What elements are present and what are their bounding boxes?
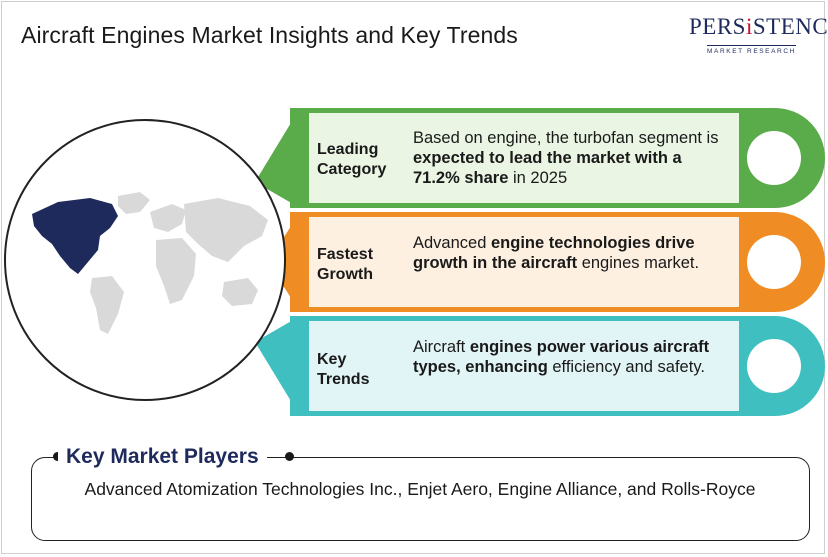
category-label-leading: Leading Category xyxy=(317,141,387,178)
band-fastest-growth xyxy=(268,212,825,312)
band-leading-category xyxy=(255,108,825,208)
band-key-trends xyxy=(255,316,825,416)
band-orange-circle xyxy=(747,235,801,289)
logo-subtitle: MARKET RESEARCH xyxy=(707,45,796,55)
players-box xyxy=(31,457,810,541)
band-teal-panel xyxy=(309,321,739,411)
globe-circle xyxy=(4,119,286,401)
band-green-tail xyxy=(255,108,300,208)
band-green-circle xyxy=(747,131,801,185)
band-description-trends: Aircraft engines power various aircraft … xyxy=(413,338,710,376)
logo-wordmark: PERSiSTENCE xyxy=(689,14,828,39)
page-title: Aircraft Engines Market Insights and Key… xyxy=(21,22,518,48)
players-list: Advanced Atomization Technologies Inc., … xyxy=(84,479,756,499)
heading-dot-left xyxy=(53,452,62,461)
band-orange-panel xyxy=(309,217,739,307)
band-teal-tail xyxy=(255,316,300,416)
band-description-fastest: Advanced engine technologies drive growt… xyxy=(413,234,700,272)
players-heading: Key Market Players xyxy=(58,445,267,469)
world-map-icon xyxy=(32,192,268,334)
band-description-leading: Based on engine, the turbofan segment is… xyxy=(413,129,719,187)
category-label-trends: Key Trends xyxy=(317,351,370,388)
band-green-panel xyxy=(309,113,739,203)
band-teal-circle xyxy=(747,339,801,393)
category-label-fastest: Fastest Growth xyxy=(317,246,374,283)
north-america-highlight xyxy=(32,198,118,274)
heading-dot-right xyxy=(285,452,294,461)
persistence-logo: PERSiSTENCE MARKET RESEARCH xyxy=(689,14,828,58)
